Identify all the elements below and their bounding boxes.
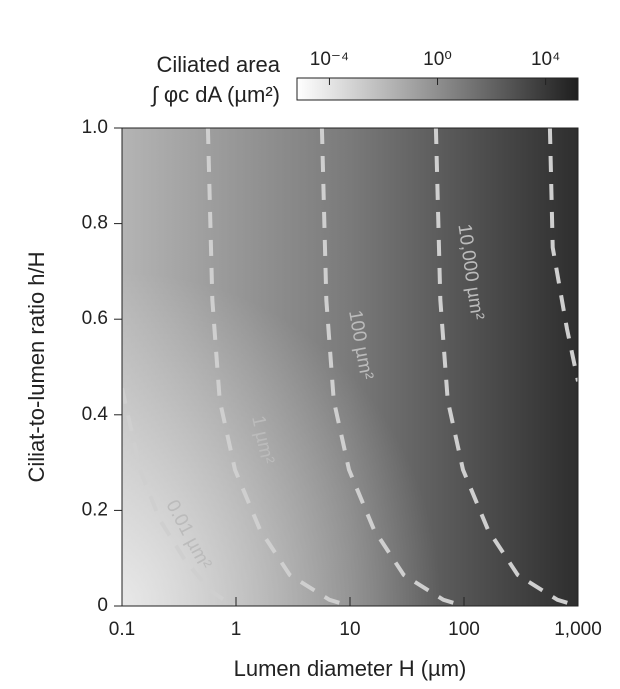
- y-tick-label: 1.0: [82, 117, 108, 138]
- colorbar-tick-label: 10⁴: [531, 49, 560, 70]
- y-tick-label: 0.4: [82, 404, 109, 425]
- y-tick-label: 0: [97, 595, 108, 616]
- contour-line: [547, 128, 578, 382]
- colorbar-tick-label: 10⁻⁴: [310, 49, 349, 70]
- contour-line: [319, 128, 465, 606]
- x-tick-label: 1,000: [554, 619, 602, 640]
- contours: [122, 128, 578, 606]
- y-axis-label: Ciliat-to-lumen ratio h/H: [24, 251, 49, 482]
- y-tick-label: 0.8: [82, 213, 108, 234]
- x-axis-label: Lumen diameter H (µm): [234, 656, 467, 681]
- x-tick-label: 1: [231, 619, 242, 640]
- contour-line: [205, 128, 351, 606]
- contour-line: [433, 128, 578, 606]
- colorbar-title: Ciliated area: [156, 52, 280, 77]
- x-tick-label: 10: [339, 619, 360, 640]
- x-tick-label: 100: [448, 619, 480, 640]
- colorbar-tick-label: 10⁰: [423, 49, 452, 70]
- y-tick-label: 0.6: [82, 308, 108, 329]
- heatmap-shade: [122, 128, 578, 606]
- x-tick-label: 0.1: [109, 619, 135, 640]
- y-tick-label: 0.2: [82, 499, 108, 520]
- colorbar-label: ∫ φc dA (µm²): [150, 82, 280, 107]
